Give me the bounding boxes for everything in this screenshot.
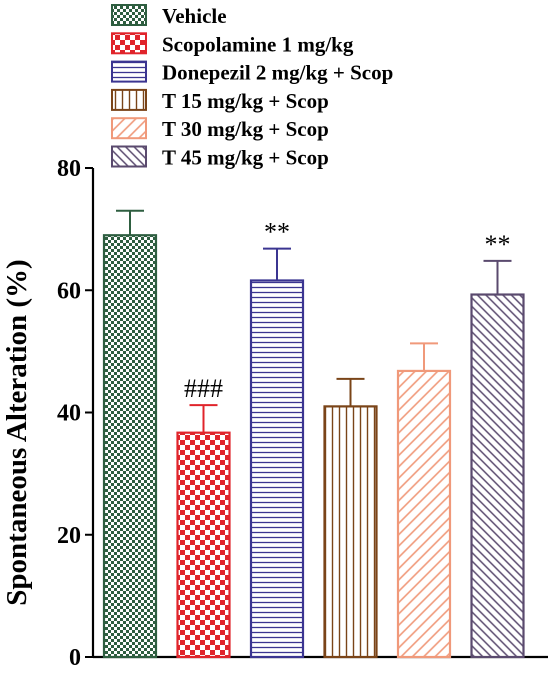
legend-label: Vehicle	[162, 4, 227, 28]
bar	[396, 369, 452, 659]
legend-label: Scopolamine 1 mg/kg	[162, 32, 354, 56]
legend-swatch	[111, 117, 147, 140]
legend-label: T 45 mg/kg + Scop	[162, 146, 329, 170]
bar-group	[323, 377, 378, 659]
legend: Vehicle Scopolamine 1 mg/kg Donepezil 2 mg…	[111, 4, 393, 170]
bar-group: **	[249, 218, 305, 659]
legend-label: T 30 mg/kg + Scop	[162, 117, 329, 141]
bar	[249, 279, 305, 659]
bars: ### ** **	[102, 209, 525, 659]
y-tick-label: 80	[57, 156, 81, 182]
y-tick-label: 0	[69, 645, 81, 671]
legend-item: T 45 mg/kg + Scop	[111, 145, 329, 170]
significance-label: ###	[184, 374, 223, 403]
legend-item: T 30 mg/kg + Scop	[111, 117, 329, 141]
y-axis-label: Spontaneous Alteration (%)	[1, 259, 33, 605]
y-tick-label: 20	[57, 523, 81, 549]
bar-group: ###	[176, 374, 231, 659]
legend-item: Donepezil 2 mg/kg + Scop	[111, 60, 393, 85]
legend-swatch	[111, 60, 147, 83]
legend-item: Vehicle	[111, 4, 227, 28]
axes: 0 20 40 60 80	[57, 156, 548, 671]
legend-swatch	[111, 145, 147, 168]
bar	[176, 431, 231, 659]
legend-swatch	[111, 32, 147, 55]
legend-item: T 15 mg/kg + Scop	[111, 88, 329, 113]
bar-group	[102, 209, 158, 659]
y-tick-label: 60	[57, 278, 81, 304]
legend-label: T 15 mg/kg + Scop	[162, 89, 329, 113]
legend-label: Donepezil 2 mg/kg + Scop	[162, 61, 393, 85]
legend-swatch	[111, 4, 147, 26]
bar	[470, 293, 525, 659]
bar	[323, 405, 378, 659]
bar-group	[396, 342, 452, 659]
y-tick-label: 40	[57, 401, 81, 427]
significance-label: **	[485, 230, 511, 259]
bar	[102, 234, 158, 659]
legend-swatch	[111, 88, 147, 111]
bar-group: **	[470, 230, 525, 659]
significance-label: **	[264, 218, 290, 247]
legend-item: Scopolamine 1 mg/kg	[111, 32, 354, 56]
